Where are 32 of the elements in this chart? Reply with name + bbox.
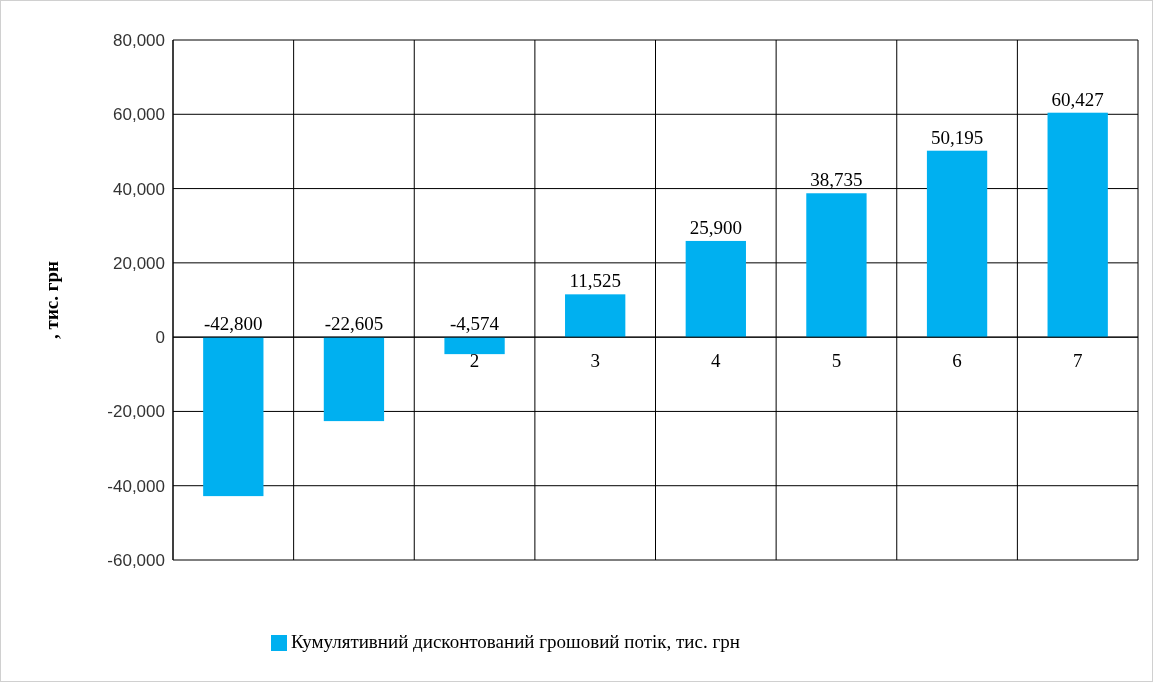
bar [565,294,626,338]
text: 11,525 [569,270,621,292]
y-axis-title: , тис. грн [41,261,62,339]
y-tick-label: 60,000 [113,105,165,125]
bar [203,337,264,497]
bar [685,240,746,338]
text: 50,195 [930,126,984,148]
y-tick-label: -60,000 [107,550,165,570]
x-tick-label: 7 [1072,350,1083,372]
text: 60,427 [1051,88,1104,110]
y-tick-label: 20,000 [113,253,165,273]
x-tick-label: 2 [469,350,480,372]
y-tick-label: 0 [155,328,165,348]
bar [323,337,385,422]
text: -4,574 [450,313,500,335]
text: 25,900 [689,216,742,238]
y-tick-label: -40,000 [107,476,165,496]
legend-label: Кумулятивний дисконтований грошовий потік, тис. грн [291,631,740,652]
y-tick-label: -20,000 [107,402,165,422]
bar [1047,112,1108,338]
bar [926,150,988,338]
text: -42,800 [204,313,263,335]
x-tick-label: 6 [952,350,962,372]
text: 38,735 [810,169,863,191]
x-tick-label: 4 [711,350,722,372]
text: -22,605 [324,313,384,335]
x-tick-label: 3 [590,350,600,372]
y-tick-label: 40,000 [113,179,165,199]
x-tick-label: 5 [831,350,842,372]
y-tick-label: 80,000 [113,30,165,50]
bar [444,337,505,355]
bar [806,193,867,338]
